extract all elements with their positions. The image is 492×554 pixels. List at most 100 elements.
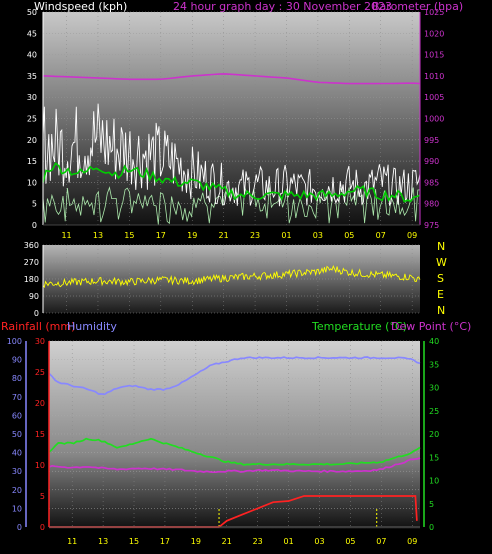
- temp-x-tick: 13: [98, 537, 108, 546]
- average-windspeed-series: [42, 162, 421, 203]
- direction-panel-bg: [43, 245, 420, 313]
- wind-y-tick: 25: [27, 115, 37, 124]
- humidity-y-tick: 10: [12, 504, 22, 513]
- rain-y-tick: 5: [40, 492, 45, 501]
- barometer-series: [42, 73, 421, 85]
- windspeed-series: [42, 103, 421, 207]
- wind-panel-series: [42, 73, 421, 225]
- wind-y-tick: 40: [27, 51, 37, 60]
- temp-x-tick: 19: [191, 537, 201, 546]
- baro-y-tick: 985: [424, 178, 439, 187]
- wind-y-tick: 0: [32, 221, 37, 230]
- baro-y-tick: 975: [424, 221, 439, 230]
- temp-y-tick: 10: [429, 477, 439, 486]
- dewpoint-axis-title: Dew Point (°C): [391, 320, 471, 333]
- compass-e: E: [437, 288, 444, 301]
- temp-y-tick: 15: [429, 453, 439, 462]
- wind-y-tick: 35: [27, 72, 37, 81]
- baro-y-tick: 1010: [424, 72, 444, 81]
- baro-y-tick: 980: [424, 200, 439, 209]
- humidity-axis-title: Humidity: [67, 320, 117, 333]
- direction-y-tick: 90: [29, 292, 39, 301]
- humidity-y-tick: 90: [12, 356, 22, 365]
- wind-y-tick: 20: [27, 136, 37, 145]
- baro-y-tick: 1020: [424, 29, 444, 38]
- wind-panel-axes: 0510152025303540455097598098599099510001…: [27, 8, 445, 240]
- humidity-y-tick: 50: [12, 430, 22, 439]
- rain-y-tick: 0: [40, 523, 45, 532]
- wind-y-tick: 5: [32, 200, 37, 209]
- rain-y-tick: 30: [35, 337, 45, 346]
- direction-y-tick: 0: [34, 309, 39, 318]
- wind-direction-series: [42, 265, 421, 289]
- wind-x-tick: 23: [250, 231, 260, 240]
- humidity-series: [48, 356, 421, 396]
- wind-x-tick: 01: [281, 231, 291, 240]
- wind-y-tick: 15: [27, 157, 37, 166]
- baro-y-tick: 1000: [424, 115, 444, 124]
- baro-y-tick: 990: [424, 157, 439, 166]
- rainfall-axis-title: Rainfall (mm): [1, 320, 75, 333]
- rain-y-tick: 25: [35, 368, 45, 377]
- direction-y-tick: 270: [24, 258, 39, 267]
- wind-x-tick: 15: [124, 231, 134, 240]
- wind-x-tick: 21: [219, 231, 229, 240]
- humidity-y-tick: 40: [12, 449, 22, 458]
- temp-panel-axes: 0102030405060708090100051015202530051015…: [7, 337, 439, 546]
- baro-y-tick: 1025: [424, 8, 444, 17]
- direction-panel-grid: [43, 244, 420, 314]
- temp-x-tick: 01: [284, 537, 294, 546]
- humidity-y-tick: 100: [7, 337, 22, 346]
- temp-y-tick: 20: [429, 430, 439, 439]
- windspeed-axis-title: Windspeed (kph): [34, 0, 127, 13]
- humidity-y-tick: 0: [17, 523, 22, 532]
- direction-y-tick: 360: [24, 241, 39, 250]
- humidity-y-tick: 60: [12, 411, 22, 420]
- wind-x-tick: 13: [93, 231, 103, 240]
- temp-x-tick: 11: [67, 537, 77, 546]
- direction-y-tick: 180: [24, 275, 39, 284]
- temp-x-tick: 23: [253, 537, 263, 546]
- temp-x-tick: 05: [345, 537, 355, 546]
- wind-x-tick: 19: [187, 231, 197, 240]
- temp-panel-series: [48, 356, 421, 528]
- humidity-y-tick: 30: [12, 467, 22, 476]
- wind-x-tick: 17: [156, 231, 166, 240]
- graph-title: 24 hour graph day : 30 November 2023: [173, 0, 392, 13]
- dewpoint-series: [48, 457, 421, 474]
- humidity-y-tick: 20: [12, 486, 22, 495]
- wind-y-tick: 10: [27, 178, 37, 187]
- rain-y-tick: 20: [35, 399, 45, 408]
- humidity-y-tick: 70: [12, 393, 22, 402]
- rainfall-series: [49, 495, 418, 528]
- wind-x-tick: 03: [313, 231, 323, 240]
- wind-x-tick: 07: [376, 231, 386, 240]
- compass-n-top: N: [437, 240, 445, 253]
- temperature-axis-title: Temperature (°C): [311, 320, 407, 333]
- compass-s: S: [437, 272, 444, 285]
- wind-x-tick: 05: [344, 231, 354, 240]
- temp-x-tick: 17: [160, 537, 170, 546]
- wind-y-tick: 45: [27, 29, 37, 38]
- temp-y-tick: 30: [429, 384, 439, 393]
- barometer-axis-title: Barometer (hpa): [372, 0, 463, 13]
- temp-y-tick: 25: [429, 407, 439, 416]
- direction-panel-series: [42, 265, 421, 289]
- compass-w: W: [436, 256, 447, 269]
- wind-y-tick: 30: [27, 93, 37, 102]
- temp-panel-bg: [49, 341, 420, 529]
- rain-y-tick: 15: [35, 430, 45, 439]
- temp-x-tick: 21: [222, 537, 232, 546]
- humidity-y-tick: 80: [12, 374, 22, 383]
- baro-y-tick: 1015: [424, 51, 444, 60]
- temp-x-tick: 03: [314, 537, 324, 546]
- temp-y-tick: 35: [429, 360, 439, 369]
- compass-n-bottom: N: [437, 304, 445, 317]
- temp-y-tick: 0: [429, 523, 434, 532]
- wind-x-tick: 09: [407, 231, 417, 240]
- baro-y-tick: 1005: [424, 93, 444, 102]
- wind-x-tick: 11: [61, 231, 71, 240]
- temperature-series: [48, 437, 421, 466]
- baro-y-tick: 995: [424, 136, 439, 145]
